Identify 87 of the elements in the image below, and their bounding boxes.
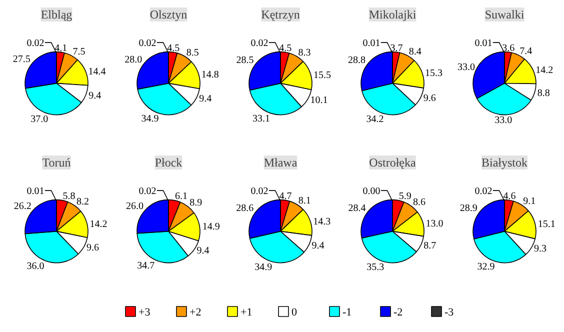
data-label: 4.5: [279, 42, 292, 54]
data-label: 8.7: [424, 240, 436, 252]
data-label: 0.02: [138, 186, 156, 198]
chart-title: Suwalki: [484, 8, 525, 22]
chart-title: Mikolajki: [368, 8, 417, 22]
data-label: 28.5: [236, 54, 254, 66]
text: 0.00: [362, 186, 380, 198]
data-label: 8.5: [186, 47, 199, 58]
data-label: 14.9: [202, 222, 220, 233]
data-label: 28.4: [348, 202, 366, 214]
data-label: 14.8: [201, 69, 219, 80]
data-label: 3.7: [390, 42, 403, 54]
data-label: 0.01: [362, 38, 380, 50]
chart-title: Toruń: [42, 156, 71, 170]
data-label: 8.8: [537, 88, 550, 100]
data-label: 4.7: [279, 190, 292, 202]
chart-title: Białystok: [482, 156, 528, 170]
data-label: 6.1: [175, 191, 188, 202]
data-label: 9.3: [534, 243, 547, 254]
data-label: 9.4: [88, 90, 102, 102]
data-label: 37.0: [30, 114, 48, 126]
data-label: 27.5: [12, 54, 30, 66]
data-label: 33.1: [252, 114, 270, 125]
data-label: 8.4: [408, 46, 422, 58]
legend-label: -3: [444, 306, 454, 318]
data-label: 5.8: [62, 191, 76, 202]
data-label: 7.4: [520, 46, 532, 57]
chart-title: Kętrzyn: [261, 8, 300, 22]
data-label: 0.02: [250, 186, 268, 198]
data-label: 0.02: [474, 186, 492, 198]
data-label: 3.6: [502, 42, 515, 54]
data-label: 9.4: [196, 245, 210, 256]
data-label: 28.9: [460, 203, 478, 214]
data-label: 28.6: [236, 202, 254, 214]
data-label: 34.9: [254, 262, 272, 274]
data-label: 13.0: [426, 218, 444, 230]
data-label: 33.0: [494, 115, 512, 126]
chart-title: Mława: [264, 156, 298, 170]
data-label: 26.0: [126, 200, 144, 212]
data-label: 9.4: [312, 240, 324, 252]
legend-label: -2: [394, 306, 403, 318]
data-label: 14.3: [313, 216, 331, 228]
data-label: 14.2: [90, 218, 108, 230]
data-label: 15.1: [538, 219, 556, 230]
legend-label: +3: [138, 306, 151, 318]
chart-title: Płock: [154, 156, 182, 170]
data-label: 15.3: [424, 68, 442, 80]
data-label: 9.6: [423, 93, 436, 104]
data-label: 34.7: [137, 260, 155, 272]
data-label: 28.8: [348, 55, 366, 66]
chart-title: Ostrołęka: [369, 156, 416, 170]
legend-label: +1: [240, 306, 252, 318]
data-label: 4.5: [167, 42, 180, 54]
data-label: 4.6: [503, 190, 516, 202]
data-label: 9.4: [199, 94, 212, 105]
data-label: 34.2: [366, 114, 384, 125]
data-label: 7.5: [72, 46, 86, 58]
data-label: 34.9: [141, 114, 159, 125]
data-label: 35.3: [366, 262, 384, 274]
data-label: 15.5: [313, 70, 331, 81]
data-label: 28.0: [124, 54, 142, 66]
data-label: 5.9: [398, 191, 412, 202]
data-label: 14.2: [536, 65, 554, 76]
data-label: 0.01: [474, 38, 492, 50]
data-label: 8.6: [413, 197, 426, 208]
data-label: 33.0: [457, 62, 475, 74]
data-label: 26.2: [14, 201, 32, 212]
data-label: 32.9: [477, 262, 495, 273]
data-label: 8.1: [298, 195, 311, 206]
data-label: 0.01: [26, 186, 44, 198]
data-label: 0.02: [26, 38, 44, 50]
chart-title: Olsztyn: [150, 8, 188, 22]
chart-title: Elbląg: [40, 8, 72, 22]
data-label: 9.1: [523, 196, 536, 207]
data-label: 8.9: [190, 198, 202, 208]
data-label: 10.1: [310, 95, 328, 106]
data-label: 8.3: [298, 47, 311, 58]
data-label: 4.1: [54, 42, 68, 54]
legend-label: -1: [342, 306, 352, 318]
data-label: 0.02: [250, 38, 268, 50]
legend-label: 0: [292, 306, 298, 318]
data-label: 36.0: [26, 260, 44, 272]
legend-label: +2: [190, 306, 202, 318]
data-label: 14.4: [88, 66, 106, 78]
data-label: 8.2: [76, 196, 89, 208]
data-label: 0.02: [138, 38, 156, 50]
data-label: 9.6: [86, 242, 100, 254]
